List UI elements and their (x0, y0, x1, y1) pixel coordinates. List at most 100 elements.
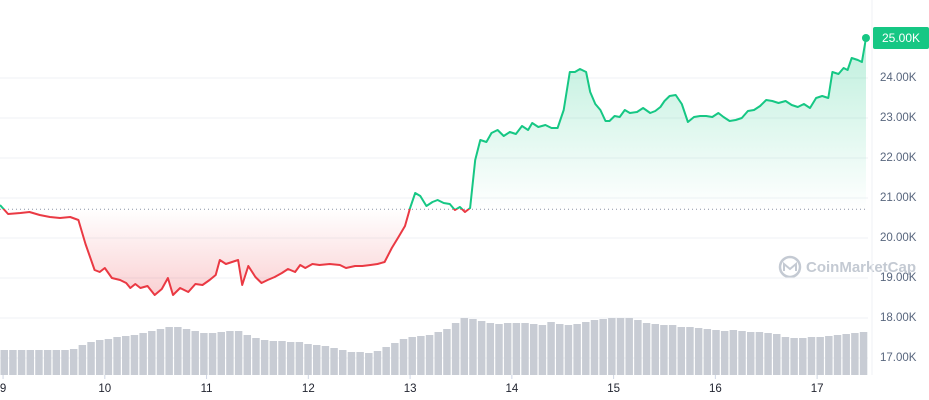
volume-bar (78, 345, 87, 375)
volume-bar (859, 332, 868, 375)
y-tick-label: 17.00K (880, 352, 917, 364)
volume-bar (35, 350, 43, 375)
volume-bar (226, 331, 234, 375)
volume-bar (729, 330, 738, 375)
volume-bar (807, 337, 816, 375)
x-tick-label: 11 (201, 383, 213, 395)
volume-bar (365, 353, 373, 375)
volume-bar (512, 323, 521, 375)
volume-bar (746, 332, 755, 375)
volume-bar (286, 342, 295, 375)
volume-bar (547, 322, 555, 375)
x-tick-label: 13 (404, 383, 417, 395)
volume-bar (590, 320, 599, 375)
volume-bar (174, 327, 182, 375)
volume-bar (582, 322, 590, 375)
x-tick-label: 14 (505, 383, 518, 395)
volume-bar (608, 318, 616, 375)
y-tick-label: 20.00K (880, 232, 917, 244)
volume-bar (252, 338, 260, 375)
volume-bar (495, 324, 503, 375)
volume-bar (399, 339, 408, 375)
volume-bar (642, 323, 651, 375)
volume-bar (625, 318, 633, 375)
volume-bar (43, 350, 52, 375)
x-tick-label: 10 (98, 383, 111, 395)
y-tick-label: 24.00K (880, 72, 917, 84)
volume-bar (469, 319, 477, 375)
volume-bar (460, 318, 469, 375)
volume-bar (217, 332, 225, 375)
price-line (0, 37, 867, 296)
volume-bar (451, 323, 460, 375)
y-tick-label: 19.00K (880, 272, 917, 284)
y-tick-label: 22.00K (880, 152, 917, 164)
volume-bar (295, 342, 304, 375)
volume-bar (851, 333, 859, 375)
x-tick-label: 15 (607, 383, 620, 395)
volume-bar (486, 323, 495, 375)
volume-bar (17, 350, 26, 375)
volume-bar (660, 325, 668, 375)
volume-bar (191, 331, 199, 375)
price-area (0, 38, 866, 295)
volume-bar (0, 350, 8, 375)
volume-bar (269, 341, 278, 375)
volume-bar (434, 332, 442, 375)
volume-bar (686, 327, 694, 375)
volume-bar (408, 337, 416, 375)
y-tick-label: 18.00K (880, 312, 917, 324)
volume-bar (208, 333, 217, 375)
volume-bar (564, 325, 573, 375)
volume-bar (668, 325, 677, 375)
volume-bar (816, 337, 824, 375)
volume-bar (599, 319, 607, 375)
volume-bar (113, 337, 121, 375)
volume-bar (720, 331, 729, 375)
volume-bar (122, 336, 130, 375)
volume-bar (347, 352, 356, 375)
volume-bar (842, 334, 850, 375)
volume-bar (52, 350, 61, 375)
volume-bar (738, 331, 746, 375)
volume-bar (443, 329, 451, 375)
x-tick-label: 9 (0, 383, 6, 395)
watermark: CoinMarketCap (778, 255, 916, 279)
volume-bar (790, 338, 798, 375)
volume-bar (156, 329, 165, 375)
volume-bar (61, 350, 69, 375)
x-tick-label: 16 (709, 383, 722, 395)
volume-bar (755, 332, 764, 375)
volume-bar (165, 327, 173, 375)
watermark-text: CoinMarketCap (806, 259, 916, 276)
volume-bar (703, 329, 712, 375)
volume-bar (773, 334, 781, 375)
volume-bar (529, 324, 538, 375)
volume-bar (339, 350, 347, 375)
volume-bar (200, 333, 208, 375)
volume-bar (243, 335, 252, 375)
volume-bar (694, 328, 703, 375)
volume-bar (312, 345, 321, 375)
y-tick-label: 23.00K (880, 112, 917, 124)
volume-bar (651, 324, 659, 375)
volume-bar (677, 327, 686, 375)
volume-bar (69, 349, 78, 375)
volume-bar (477, 321, 486, 375)
volume-bar (356, 352, 364, 375)
volume-bar (825, 336, 833, 375)
volume-bar (503, 323, 512, 375)
volume-bar (130, 335, 139, 375)
volume-bar (278, 341, 286, 375)
volume-bar (139, 333, 147, 375)
volume-bar (330, 348, 338, 375)
volume-bar (425, 335, 434, 375)
volume-bar (382, 347, 390, 375)
volume-bar (799, 338, 807, 375)
volume-bar (417, 336, 425, 375)
y-tick-label: 21.00K (880, 192, 917, 204)
volume-bar (634, 320, 642, 375)
volume-bar (304, 344, 312, 375)
volume-bar (391, 343, 399, 375)
